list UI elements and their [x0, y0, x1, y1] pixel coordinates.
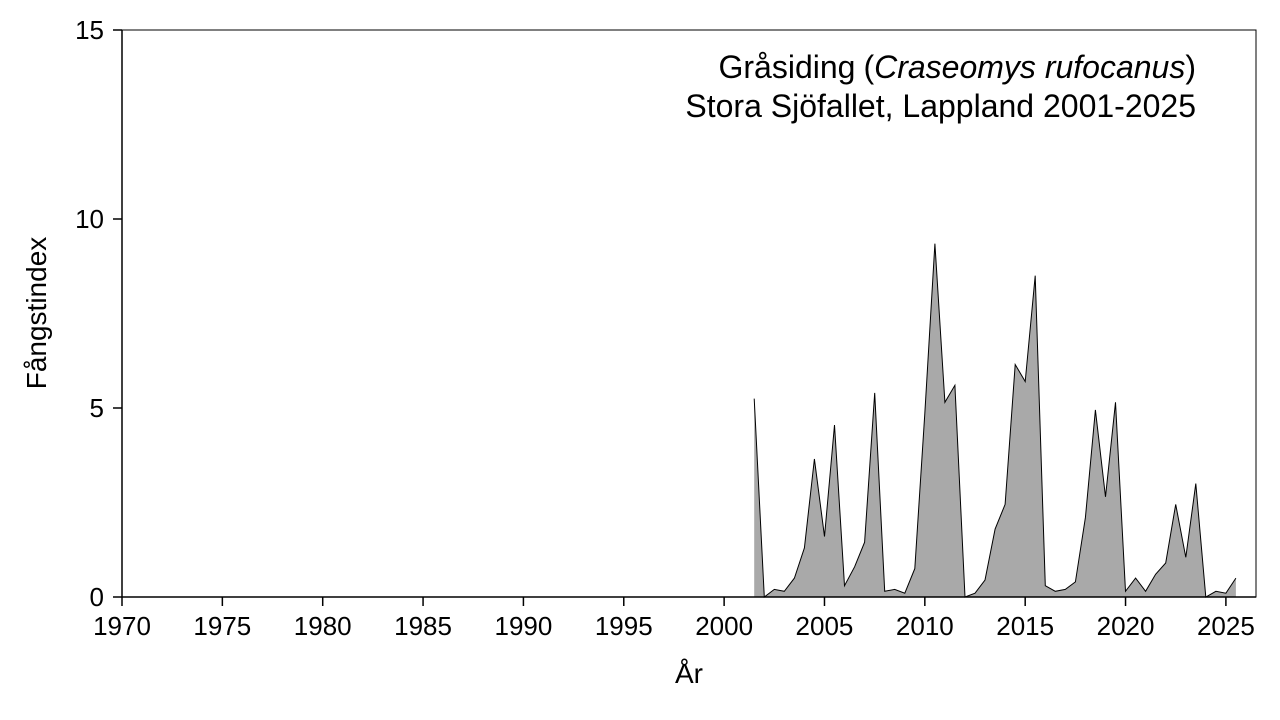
series-line	[753, 243, 1237, 598]
title-species: Gråsiding	[719, 49, 856, 85]
chart-title-line2: Stora Sjöfallet, Lappland 2001-2025	[685, 88, 1196, 124]
series-area-fill	[754, 243, 1236, 597]
x-axis-ticks: 1970 1975 1980 1985 1990 1995 2000 2005 2010 2015…	[93, 597, 1255, 641]
title-open-paren: (	[863, 49, 874, 85]
y-axis-ticks: 0 5 10 15	[75, 15, 122, 612]
x-tick-label: 1970	[93, 611, 151, 641]
series-area-layer	[753, 243, 1237, 598]
x-tick-label: 2010	[896, 611, 954, 641]
y-tick-label: 5	[90, 393, 104, 423]
x-tick-label: 2005	[796, 611, 854, 641]
y-tick-label: 15	[75, 15, 104, 45]
x-tick-label: 1995	[595, 611, 653, 641]
x-tick-label: 2000	[695, 611, 753, 641]
title-latin: Craseomys rufocanus	[874, 49, 1185, 85]
y-tick-label: 10	[75, 204, 104, 234]
chart-title-line1: Gråsiding (Craseomys rufocanus)	[719, 49, 1197, 85]
y-axis-title: Fångstindex	[21, 237, 52, 390]
x-tick-label: 1990	[494, 611, 552, 641]
x-tick-label: 2015	[996, 611, 1054, 641]
x-tick-label: 2025	[1197, 611, 1255, 641]
x-tick-label: 1975	[193, 611, 251, 641]
x-tick-label: 1980	[294, 611, 352, 641]
x-tick-label: 1985	[394, 611, 452, 641]
title-close-paren: )	[1185, 49, 1196, 85]
y-tick-label: 0	[90, 582, 104, 612]
x-tick-label: 2020	[1097, 611, 1155, 641]
x-axis-title: År	[675, 658, 703, 689]
